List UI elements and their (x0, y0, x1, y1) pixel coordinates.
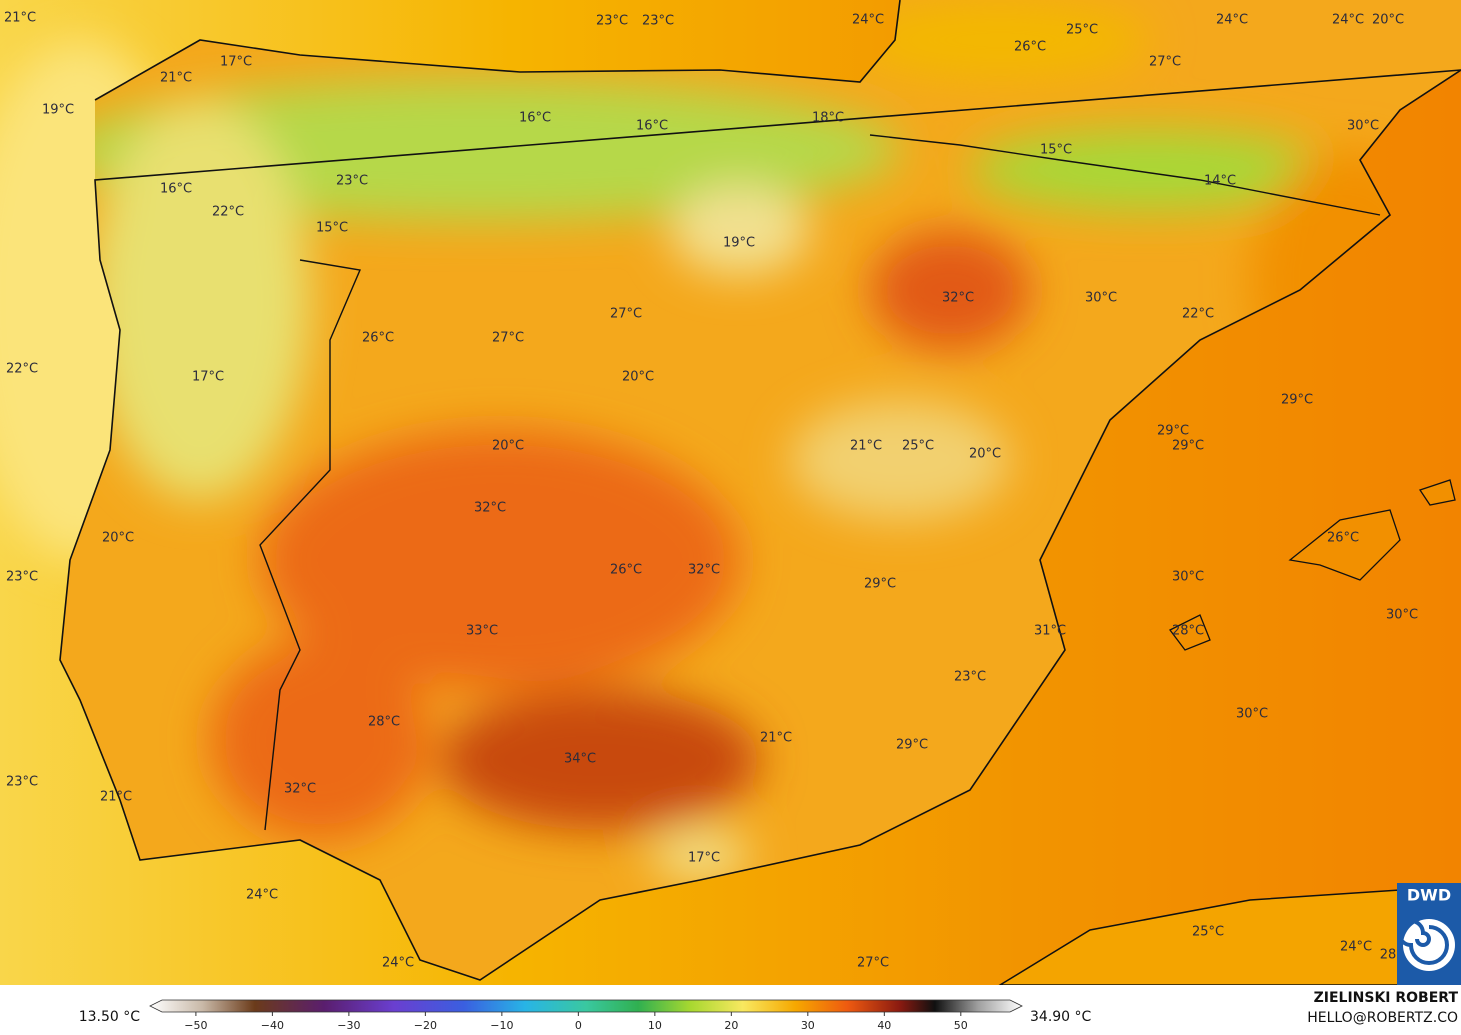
temperature-label: 22°C (1182, 307, 1214, 322)
credit-name: ZIELINSKI ROBERT (1314, 990, 1459, 1006)
temperature-label: 20°C (969, 447, 1001, 462)
temperature-labels: 21°C 23°C 23°C 24°C 25°C 24°C 24°C 20°C 26°C 27°C… (4, 11, 1418, 971)
temperature-label: 27°C (857, 956, 889, 971)
colorbar-tick-label: −50 (184, 1019, 207, 1032)
temperature-label: 27°C (610, 307, 642, 322)
temperature-label: 26°C (1014, 40, 1046, 55)
temperature-label: 18°C (812, 111, 844, 126)
colorbar-tick-label: −10 (490, 1019, 513, 1032)
temperature-label: 22°C (212, 205, 244, 220)
temperature-label: 27°C (492, 331, 524, 346)
temperature-label: 21°C (4, 11, 36, 26)
temperature-label: 29°C (1281, 393, 1313, 408)
colorbar-tick-label: 30 (801, 1019, 815, 1032)
temperature-label: 17°C (192, 370, 224, 385)
temperature-label: 30°C (1172, 570, 1204, 585)
min-label: 13.50 °C (79, 1009, 141, 1025)
land (59, 0, 1461, 981)
temperature-label: 29°C (896, 738, 928, 753)
temperature-label: 17°C (220, 55, 252, 70)
temperature-label: 24°C (382, 956, 414, 971)
temperature-label: 24°C (1216, 13, 1248, 28)
temperature-label: 28 (1380, 948, 1397, 963)
temperature-label: 21°C (850, 439, 882, 454)
logo-swirl (1397, 919, 1449, 965)
temperature-label: 31°C (1034, 624, 1066, 639)
colorbar-tick-label: 0 (575, 1019, 582, 1032)
temperature-label: 20°C (622, 370, 654, 385)
temperature-label: 16°C (519, 111, 551, 126)
temperature-label: 26°C (362, 331, 394, 346)
temperature-label: 29°C (864, 577, 896, 592)
temperature-label: 21°C (160, 71, 192, 86)
temperature-label: 29°C (1172, 439, 1204, 454)
colorbar-tick-label: 40 (877, 1019, 891, 1032)
temperature-label: 23°C (642, 14, 674, 29)
temperature-label: 30°C (1085, 291, 1117, 306)
colorbar-tick-label: −20 (414, 1019, 437, 1032)
temperature-label: 24°C (1340, 940, 1372, 955)
temperature-label: 29°C (1157, 424, 1189, 439)
footer: 13.50 °C 34.90 °C ZIELINSKI ROBERT HELLO… (0, 985, 1461, 1035)
temperature-label: 23°C (596, 14, 628, 29)
temperature-label: 28°C (368, 715, 400, 730)
temperature-label: 20°C (492, 439, 524, 454)
temperature-label: 16°C (636, 119, 668, 134)
temperature-label: 32°C (688, 563, 720, 578)
temperature-label: 23°C (6, 570, 38, 585)
temperature-label: 26°C (610, 563, 642, 578)
temperature-label: 30°C (1236, 707, 1268, 722)
max-label: 34.90 °C (1030, 1009, 1092, 1025)
temperature-label: 26°C (1327, 531, 1359, 546)
temperature-label: 24°C (852, 13, 884, 28)
colorbar-tick-label: 20 (724, 1019, 738, 1032)
temperature-label: 23°C (336, 174, 368, 189)
temperature-label: 24°C (1332, 13, 1364, 28)
colorbar-tick-label: −30 (337, 1019, 360, 1032)
temperature-label: 20°C (102, 531, 134, 546)
colorbar-tick-label: 10 (648, 1019, 662, 1032)
temperature-label: 21°C (100, 790, 132, 805)
temperature-label: 15°C (1040, 143, 1072, 158)
temperature-field (60, 0, 1450, 880)
temperature-label: 24°C (246, 888, 278, 903)
colorbar-tick-label: −40 (261, 1019, 284, 1032)
temperature-label: 30°C (1347, 119, 1379, 134)
temperature-label: 16°C (160, 182, 192, 197)
temperature-label: 27°C (1149, 55, 1181, 70)
temperature-label: 15°C (316, 221, 348, 236)
temperature-label: 20°C (1372, 13, 1404, 28)
temperature-label: 25°C (902, 439, 934, 454)
temperature-label: 33°C (466, 624, 498, 639)
temperature-label: 23°C (6, 775, 38, 790)
temperature-label: 17°C (688, 851, 720, 866)
temperature-label: 21°C (760, 731, 792, 746)
temperature-label: 25°C (1066, 23, 1098, 38)
temperature-label: 19°C (42, 103, 74, 118)
temperature-label: 19°C (723, 236, 755, 251)
temperature-label: 22°C (6, 362, 38, 377)
temperature-label: 32°C (942, 291, 974, 306)
temperature-label: 30°C (1386, 608, 1418, 623)
temperature-label: 28°C (1172, 624, 1204, 639)
temperature-label: 32°C (474, 501, 506, 516)
temperature-label: 25°C (1192, 925, 1224, 940)
temperature-label: 23°C (954, 670, 986, 685)
temperature-label: 32°C (284, 782, 316, 797)
temperature-label: 34°C (564, 752, 596, 767)
coastline (59, 0, 1461, 981)
credit-contact: HELLO@ROBERTZ.CO (1307, 1010, 1458, 1026)
logo-text: DWD (1407, 886, 1451, 905)
temperature-label: 14°C (1204, 174, 1236, 189)
border (259, 134, 1381, 831)
islands (1169, 479, 1456, 651)
colorbar (149, 999, 1023, 1013)
colorbar-tick-label: 50 (954, 1019, 968, 1032)
